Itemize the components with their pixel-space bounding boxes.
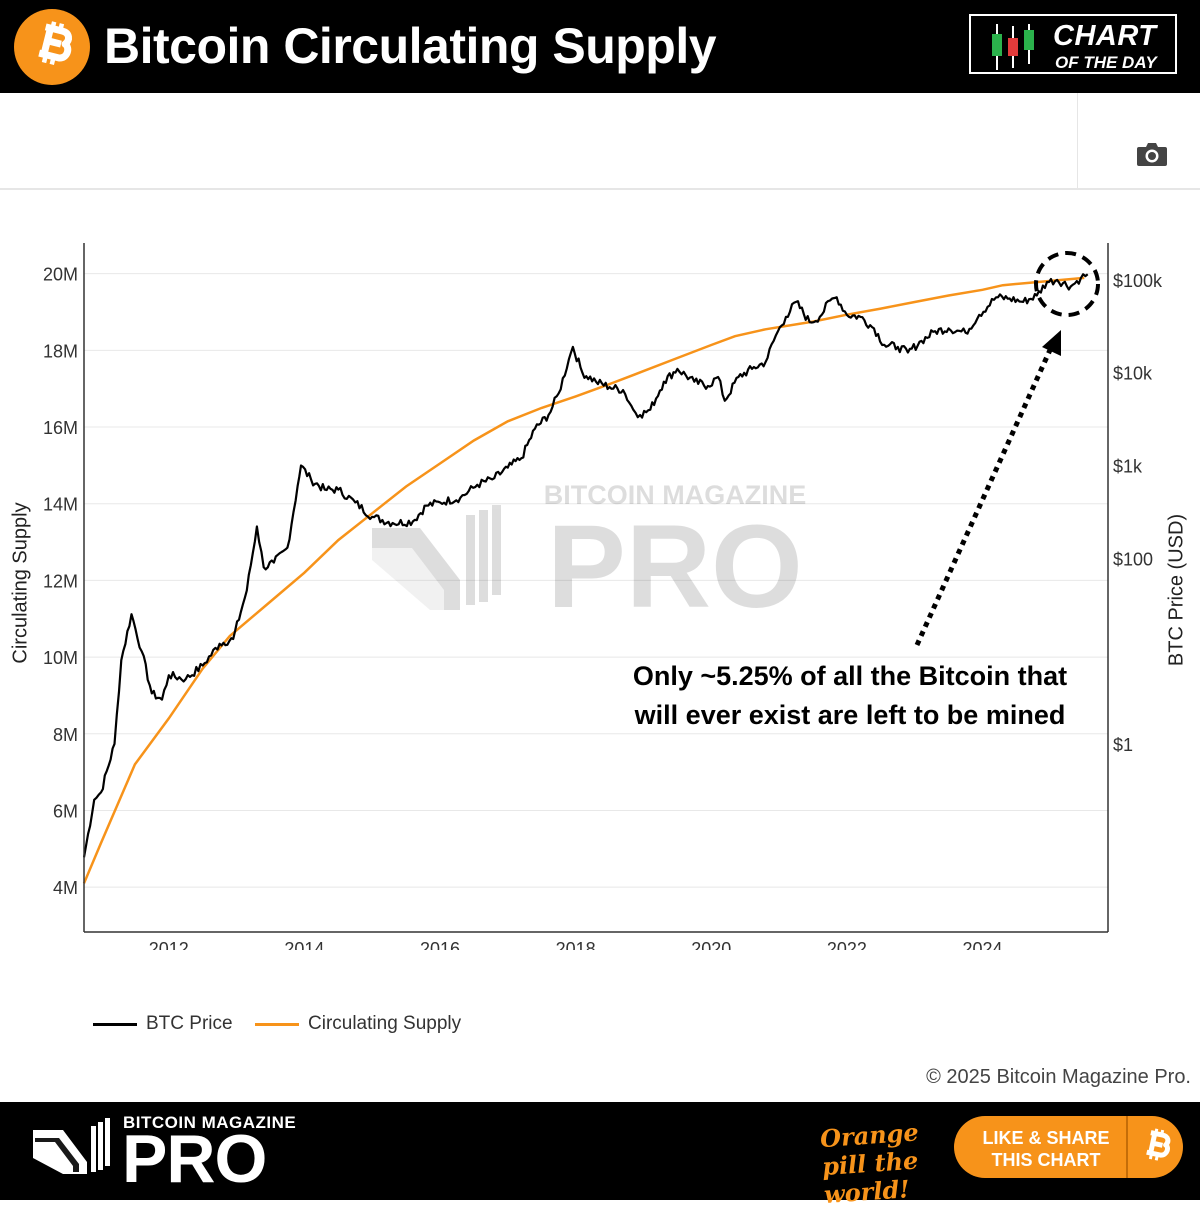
supply-line [82,276,1085,884]
supply-series [82,276,1085,884]
y-right-tick-label: $100 [1113,549,1153,569]
arrow-head [1042,330,1061,356]
pro-logo-icon [33,1118,110,1174]
y-left-tick-label: 4M [53,878,78,898]
page-title: Bitcoin Circulating Supply [104,18,717,74]
y-axis-right-label: BTC Price (USD) [1162,495,1192,685]
bitcoin-icon [14,9,90,85]
price-series [82,273,1089,858]
y-right-tick-label: $1 [1113,735,1133,755]
chart-area: BITCOIN MAGAZINE PRO 4M 6M 8M 10M 12M 14M 16M 1… [43,243,1163,950]
footer-tagline: Orange pill the world! [819,1117,920,1209]
legend-swatch-supply [255,1023,299,1026]
y-left-tick-label: 8M [53,725,78,745]
legend-label-price: BTC Price [146,1013,233,1034]
x-tick-label: 2016 [420,939,460,950]
legend-label-supply: Circulating Supply [308,1013,462,1034]
watermark-logo-icon [372,505,501,610]
share-divider [1126,1116,1128,1178]
candlestick-icon [992,24,1034,70]
toolbar-divider [1077,93,1078,188]
share-line1: LIKE & SHARE [982,1128,1110,1148]
y-right-tick-label: $100k [1113,271,1163,291]
x-axis-ticks: 2012 2014 2016 2018 2020 2022 2024 [149,939,1003,950]
x-tick-label: 2022 [827,939,867,950]
footer-brand-line2: PRO [122,1121,267,1197]
badge-title: CHART [1053,20,1157,52]
y-axis-left-label-text: Circulating Supply [9,502,32,664]
y-axis-right-label-text: BTC Price (USD) [1165,513,1188,667]
y-right-tick-label: $1k [1113,457,1143,477]
grid-lines [84,273,1108,888]
x-tick-label: 2014 [284,939,324,950]
bitcoin-icon [1146,1128,1171,1161]
annotation-line1: Only ~5.25% of all the Bitcoin that [632,661,1068,691]
footer-bar: BITCOIN MAGAZINE PRO Orange pill the wor… [0,1102,1200,1209]
watermark-line1: BITCOIN MAGAZINE [544,480,807,510]
y-left-tick-label: 14M [43,495,78,515]
annotation-text: Only ~5.25% of all the Bitcoin that will… [580,657,1120,735]
price-line [82,273,1089,858]
y-right-tick-label: $10k [1113,364,1153,384]
watermark-line2: PRO [547,501,803,633]
x-tick-label: 2018 [556,939,596,950]
y-left-tick-label: 10M [43,648,78,668]
legend-swatch-price [93,1023,137,1026]
header-bar: Bitcoin Circulating Supply CHART OF THE … [0,0,1200,93]
y-left-tick-label: 6M [53,801,78,821]
x-tick-label: 2012 [149,939,189,950]
chart-toolbar [0,93,1200,190]
x-tick-label: 2020 [691,939,731,950]
highlight-circle [1034,251,1100,317]
badge-subtitle: OF THE DAY [1055,53,1157,72]
y-left-tick-label: 16M [43,418,78,438]
y-axis-left-label: Circulating Supply [6,478,36,688]
chart-of-the-day-badge: CHART OF THE DAY [969,14,1177,74]
right-axis-ticks: $1 $100 $1k $10k $100k [1113,271,1163,755]
camera-icon[interactable] [1136,141,1168,167]
left-axis-ticks: 4M 6M 8M 10M 12M 14M 16M 18M 20M [43,265,78,898]
footer-brand-line1: BITCOIN MAGAZINE [123,1113,297,1132]
annotation-arrow [914,348,1053,647]
share-line2: THIS CHART [991,1150,1101,1170]
y-left-tick-label: 18M [43,341,78,361]
watermark: BITCOIN MAGAZINE PRO [372,480,806,633]
annotation-line2: will ever exist are left to be mined [634,700,1066,730]
y-left-tick-label: 12M [43,571,78,591]
y-left-tick-label: 20M [43,265,78,285]
x-tick-label: 2024 [963,939,1003,950]
like-share-button[interactable]: LIKE & SHARE THIS CHART [954,1116,1183,1178]
share-button-text: LIKE & SHARE THIS CHART [970,1127,1122,1171]
copyright-text: © 2025 Bitcoin Magazine Pro. [926,1066,1191,1088]
